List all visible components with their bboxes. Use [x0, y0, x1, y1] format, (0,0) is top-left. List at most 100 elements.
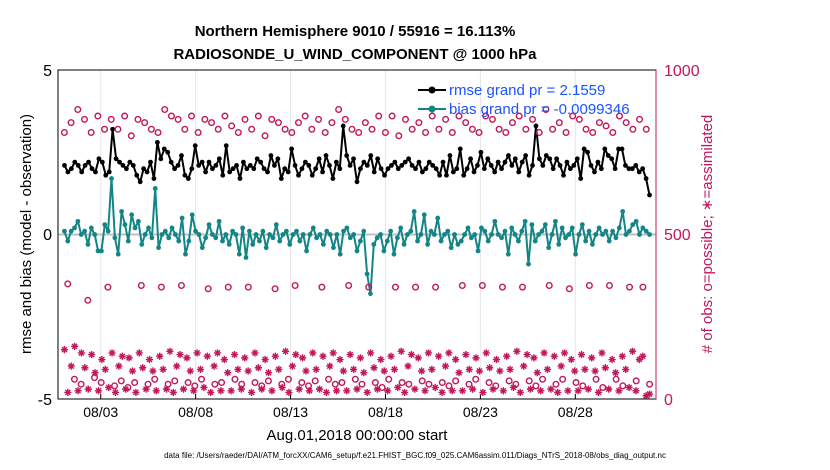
data-point [574, 156, 580, 162]
data-point [186, 238, 192, 244]
chart-title-line1: Northern Hemisphere 9010 / 55916 = 16.11… [195, 23, 516, 40]
data-point [382, 172, 387, 178]
obs-possible-marker [261, 132, 269, 140]
obs-possible-marker [281, 125, 289, 133]
data-point [258, 159, 264, 165]
data-point [399, 163, 405, 168]
obs-possible-marker [84, 296, 92, 304]
data-point [236, 251, 242, 257]
obs-possible-marker [519, 283, 527, 291]
data-point [216, 218, 222, 224]
obs-possible-marker [368, 125, 376, 133]
data-point [415, 238, 420, 244]
obs-assimilated-marker [122, 385, 130, 393]
data-point [129, 212, 135, 218]
data-point [292, 163, 298, 168]
obs-assimilated-marker [227, 387, 235, 395]
obs-possible-marker [468, 125, 476, 133]
obs-possible-marker [542, 105, 550, 113]
obs-assimilated-marker [458, 387, 467, 395]
data-point [75, 218, 81, 224]
obs-assimilated-marker [315, 385, 324, 393]
data-point [65, 169, 71, 175]
obs-assimilated-marker [608, 355, 616, 364]
data-point [547, 156, 553, 162]
obs-possible-marker [104, 283, 112, 291]
chart-title-line2: RADIOSONDE_U_WIND_COMPONENT @ 1000 hPa [173, 46, 537, 63]
data-point [394, 235, 400, 241]
data-point [240, 225, 246, 231]
obs-assimilated-marker [64, 388, 72, 397]
obs-assimilated-marker [380, 367, 388, 375]
data-point [296, 172, 301, 178]
y-axis-label-left: rmse and bias (model - observation) [18, 114, 35, 354]
data-point [540, 163, 546, 168]
data-point [444, 172, 449, 178]
data-point [289, 146, 295, 152]
left-tick-label-middle: 0 [43, 227, 52, 244]
obs-assimilated-marker [407, 350, 416, 359]
data-point [616, 225, 622, 231]
data-point [241, 159, 246, 165]
obs-possible-marker [97, 379, 105, 387]
data-point [344, 153, 350, 158]
obs-possible-marker [442, 115, 450, 123]
data-point [506, 153, 511, 158]
obs-assimilated-marker [448, 387, 456, 395]
data-point [581, 146, 587, 152]
obs-assimilated-marker [349, 365, 358, 373]
obs-possible-marker [251, 379, 259, 387]
obs-assimilated-marker [285, 388, 293, 397]
obs-possible-marker [211, 380, 219, 388]
obs-assimilated-marker [241, 354, 249, 362]
data-point [567, 166, 573, 172]
data-point [203, 235, 209, 241]
obs-possible-marker [94, 112, 102, 120]
obs-assimilated-marker [343, 387, 351, 395]
obs-assimilated-marker [428, 365, 436, 373]
data-point [152, 186, 158, 191]
obs-possible-marker [187, 112, 195, 120]
obs-assimilated-marker [387, 352, 395, 360]
data-point [409, 163, 415, 168]
obs-assimilated-marker [452, 355, 460, 364]
obs-assimilated-marker [326, 362, 334, 370]
data-point [602, 146, 608, 152]
data-point [389, 163, 394, 168]
data-point [485, 156, 491, 162]
obs-possible-marker [361, 119, 369, 127]
obs-possible-marker [134, 115, 142, 123]
data-point [307, 232, 313, 237]
data-point [612, 166, 618, 172]
obs-assimilated-marker [611, 369, 620, 377]
obs-assimilated-marker [264, 369, 273, 377]
obs-assimilated-marker [571, 367, 579, 375]
obs-assimilated-marker [577, 350, 586, 359]
data-point [146, 225, 151, 231]
obs-assimilated-marker [295, 385, 303, 393]
data-point [378, 166, 384, 172]
data-point [144, 169, 150, 175]
data-point [182, 172, 188, 178]
obs-possible-marker [569, 112, 577, 120]
left-tick-label-top: 5 [43, 63, 52, 80]
data-point [408, 228, 414, 234]
data-point [495, 232, 501, 237]
obs-assimilated-marker [523, 350, 531, 359]
data-point [375, 156, 381, 162]
data-point [643, 228, 649, 234]
obs-possible-marker [605, 281, 613, 289]
obs-possible-marker [208, 119, 216, 127]
obs-assimilated-marker [258, 385, 266, 393]
obs-assimilated-marker [411, 385, 419, 393]
obs-possible-marker [498, 283, 506, 291]
data-point [437, 172, 442, 178]
data-point [75, 163, 81, 168]
obs-assimilated-marker [207, 388, 215, 397]
data-point [79, 169, 85, 175]
obs-assimilated-marker [91, 369, 99, 377]
obs-possible-marker [151, 375, 159, 383]
obs-possible-marker [636, 115, 644, 123]
data-point [68, 228, 74, 234]
obs-assimilated-marker [67, 362, 75, 370]
